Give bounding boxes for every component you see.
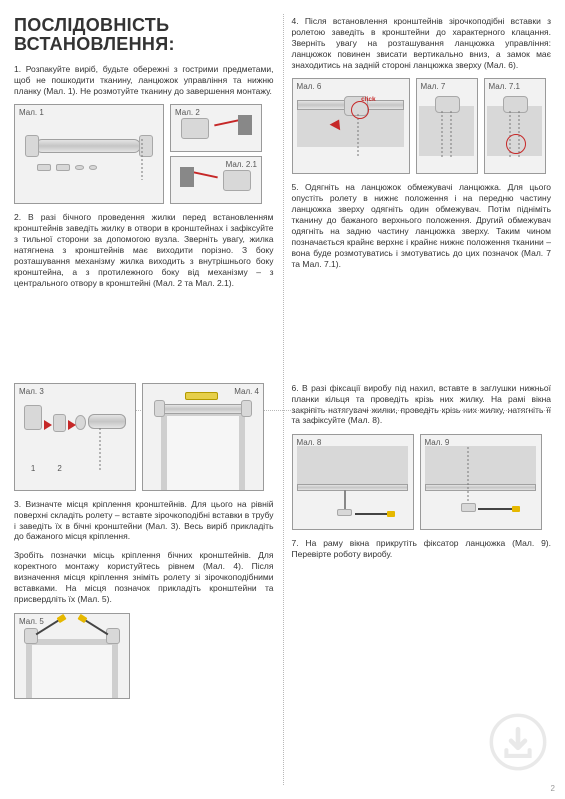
figure-8: Мал. 8	[292, 434, 414, 530]
quadrant-top-right: 4. Після встановлення кронштейнів зірочк…	[292, 16, 552, 369]
figure-1-label: Мал. 1	[19, 108, 44, 117]
page-number: 2	[551, 784, 555, 793]
figure-7: Мал. 7	[416, 78, 478, 174]
figure-2: Мал. 2	[170, 104, 262, 152]
figure-7-label: Мал. 7	[421, 82, 446, 91]
step-7-text: 7. На раму вікна прикрутіть фіксатор лан…	[292, 538, 552, 560]
figure-row-5: Мал. 5	[14, 613, 274, 699]
figure-2-label: Мал. 2	[175, 108, 200, 117]
figure-6: Мал. 6 click	[292, 78, 410, 174]
figure-2-1-label: Мал. 2.1	[226, 160, 257, 169]
figure-5: Мал. 5	[14, 613, 130, 699]
quadrant-bottom-left: Мал. 3 1 2 Мал. 4	[14, 383, 274, 779]
step-6-text: 6. В разі фіксації виробу під нахил, вст…	[292, 383, 552, 427]
step-3a-text: 3. Визначте місця кріплення кронштейнів.…	[14, 499, 274, 543]
figure-9: Мал. 9	[420, 434, 542, 530]
figure-7-1: Мал. 7.1	[484, 78, 546, 174]
figure-7-1-label: Мал. 7.1	[489, 82, 520, 91]
step-2-text: 2. В разі бічного проведення жилки перед…	[14, 212, 274, 288]
figure-6-label: Мал. 6	[297, 82, 322, 91]
figure-3-label: Мал. 3	[19, 387, 44, 396]
page-title: ПОСЛІДОВНІСТЬ ВСТАНОВЛЕННЯ:	[14, 16, 274, 54]
step-4-text: 4. Після встановлення кронштейнів зірочк…	[292, 16, 552, 70]
figure-row-8-9: Мал. 8 Мал. 9	[292, 434, 552, 530]
figure-3: Мал. 3 1 2	[14, 383, 136, 491]
figure-9-label: Мал. 9	[425, 438, 450, 447]
figure-1: Мал. 1	[14, 104, 164, 204]
figure-8-label: Мал. 8	[297, 438, 322, 447]
step-3b-text: Зробіть позначки місць кріплення бічних …	[14, 550, 274, 604]
step-1-text: 1. Розпакуйте виріб, будьте обережні з г…	[14, 64, 274, 97]
watermark-icon	[489, 713, 547, 771]
figure-row-6-7: Мал. 6 click Мал. 7	[292, 78, 552, 174]
figure-2-1: Мал. 2.1	[170, 156, 262, 204]
figure-row-3-4: Мал. 3 1 2 Мал. 4	[14, 383, 274, 491]
figure-row-1: Мал. 1 Мал. 2	[14, 104, 274, 204]
quadrant-top-left: ПОСЛІДОВНІСТЬ ВСТАНОВЛЕННЯ: 1. Розпакуйт…	[14, 16, 274, 369]
step-5-text: 5. Одягніть на ланцюжок обмежувачі ланцю…	[292, 182, 552, 269]
figure-5-label: Мал. 5	[19, 617, 44, 626]
vertical-divider	[283, 14, 284, 785]
figure-4-label: Мал. 4	[234, 387, 259, 396]
figure-4: Мал. 4	[142, 383, 264, 491]
click-label: click	[361, 96, 375, 103]
